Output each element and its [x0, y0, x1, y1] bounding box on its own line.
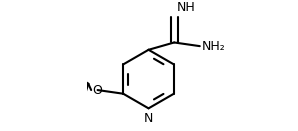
- Text: NH: NH: [177, 1, 196, 14]
- Text: NH₂: NH₂: [202, 40, 225, 53]
- Text: N: N: [144, 112, 153, 125]
- Text: O: O: [93, 84, 103, 97]
